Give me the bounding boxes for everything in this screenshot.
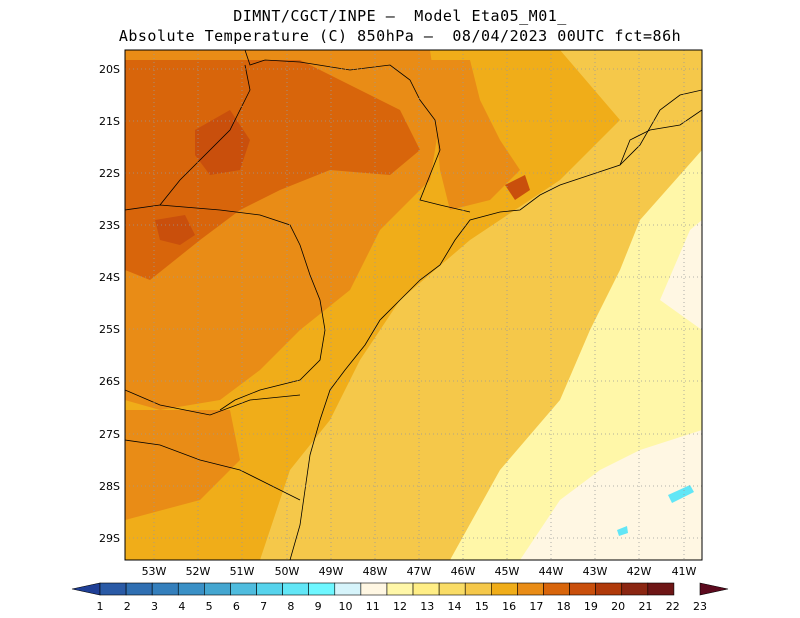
colorbar-tick-label: 12 bbox=[393, 600, 407, 613]
colorbar-right-arrow bbox=[699, 582, 729, 596]
colorbar-segment bbox=[517, 582, 544, 596]
lat-label: 29S bbox=[99, 532, 120, 545]
lat-label: 26S bbox=[99, 375, 120, 388]
colorbar-tick-label: 7 bbox=[260, 600, 267, 613]
lon-label: 50W bbox=[275, 565, 300, 578]
colorbar-segment bbox=[204, 582, 231, 596]
lat-label: 28S bbox=[99, 480, 120, 493]
lat-lon-grid bbox=[125, 50, 702, 560]
latitude-labels: 20S 21S 22S 23S 24S 25S 26S 27S 28S 29S bbox=[99, 63, 120, 545]
lat-label: 21S bbox=[99, 115, 120, 128]
lon-label: 44W bbox=[539, 565, 564, 578]
colorbar-tick-label: 14 bbox=[448, 600, 462, 613]
plot-frame bbox=[124, 49, 703, 561]
lon-label: 52W bbox=[186, 565, 211, 578]
colorbar-tick-label: 1 bbox=[97, 600, 104, 613]
colorbar-segment bbox=[230, 582, 257, 596]
lon-label: 51W bbox=[230, 565, 255, 578]
colorbar-segment bbox=[647, 582, 675, 596]
colorbar-tick-label: 5 bbox=[206, 600, 213, 613]
lon-label: 49W bbox=[319, 565, 344, 578]
colorbar-tick-label: 8 bbox=[287, 600, 294, 613]
colorbar-segment bbox=[543, 582, 570, 596]
lon-label: 41W bbox=[672, 565, 697, 578]
colorbar-left-arrow bbox=[71, 582, 101, 596]
lon-label: 42W bbox=[627, 565, 652, 578]
colorbar-segment bbox=[386, 582, 414, 596]
colorbar-tick-label: 2 bbox=[124, 600, 131, 613]
colorbar-segment bbox=[308, 582, 336, 596]
map-title-line1: DIMNT/CGCT/INPE – Model Eta05_M01_ bbox=[233, 7, 567, 25]
colorbar-segment bbox=[151, 582, 179, 596]
colorbar-tick-label: 23 bbox=[693, 600, 707, 613]
colorbar-segment bbox=[569, 582, 596, 596]
colorbar-tick-label: 10 bbox=[338, 600, 352, 613]
colorbar-segment bbox=[282, 582, 309, 596]
colorbar-tick-label: 21 bbox=[638, 600, 652, 613]
colorbar-segment bbox=[334, 582, 362, 596]
colorbar-tick-label: 15 bbox=[475, 600, 489, 613]
colorbar-segment bbox=[360, 582, 388, 596]
colorbar-segment bbox=[621, 582, 649, 596]
lon-label: 45W bbox=[495, 565, 520, 578]
lon-label: 43W bbox=[583, 565, 608, 578]
colorbar: 1 2 3 4 5 6 7 8 9 10 11 12 13 14 15 16 17 18 19 20 21 22 23 bbox=[71, 582, 729, 613]
colorbar-tick-label: 9 bbox=[315, 600, 322, 613]
colorbar-segment bbox=[491, 582, 518, 596]
colorbar-segment bbox=[99, 582, 127, 596]
colorbar-segment bbox=[256, 582, 283, 596]
colorbar-segment bbox=[438, 582, 466, 596]
colorbar-tick-label: 16 bbox=[502, 600, 516, 613]
coastline-and-borders bbox=[125, 50, 702, 560]
colorbar-tick-label: 22 bbox=[666, 600, 680, 613]
colorbar-segment bbox=[177, 582, 205, 596]
lat-label: 20S bbox=[99, 63, 120, 76]
lat-label: 25S bbox=[99, 323, 120, 336]
longitude-labels: 53W 52W 51W 50W 49W 48W 47W 46W 45W 44W … bbox=[142, 565, 697, 578]
lon-label: 53W bbox=[142, 565, 167, 578]
colorbar-tick-label: 11 bbox=[366, 600, 380, 613]
colorbar-segment bbox=[595, 582, 623, 596]
lon-label: 48W bbox=[363, 565, 388, 578]
colorbar-tick-label: 4 bbox=[178, 600, 185, 613]
lat-label: 22S bbox=[99, 167, 120, 180]
lat-label: 27S bbox=[99, 428, 120, 441]
colorbar-tick-label: 19 bbox=[584, 600, 598, 613]
lat-label: 23S bbox=[99, 219, 120, 232]
lat-label: 24S bbox=[99, 271, 120, 284]
colorbar-tick-label: 6 bbox=[233, 600, 240, 613]
colorbar-tick-label: 20 bbox=[611, 600, 625, 613]
lon-label: 47W bbox=[407, 565, 432, 578]
colorbar-tick-label: 17 bbox=[529, 600, 543, 613]
colorbar-segment bbox=[125, 582, 153, 596]
lon-label: 46W bbox=[451, 565, 476, 578]
colorbar-tick-label: 18 bbox=[557, 600, 571, 613]
colorbar-tick-label: 13 bbox=[420, 600, 434, 613]
colorbar-segment bbox=[412, 582, 440, 596]
colorbar-tick-label: 3 bbox=[151, 600, 158, 613]
colorbar-segment bbox=[464, 582, 492, 596]
map-title-line2: Absolute Temperature (C) 850hPa – 08/04/… bbox=[118, 27, 682, 45]
temperature-field bbox=[125, 50, 702, 560]
